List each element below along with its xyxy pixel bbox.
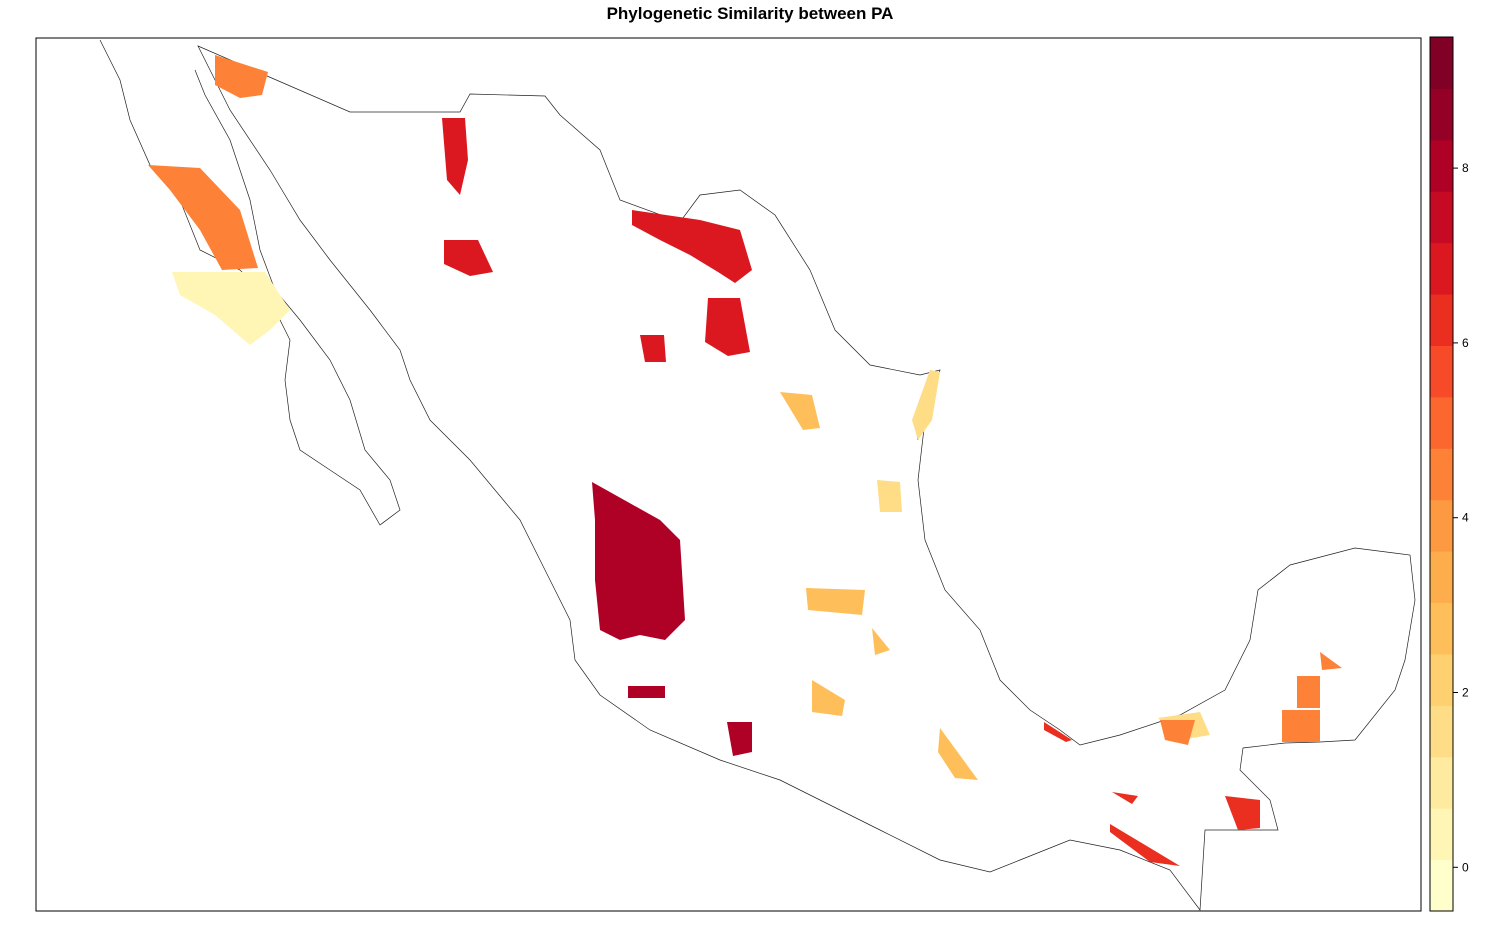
colorbar-swatch: [1430, 294, 1453, 346]
colorbar-tick-label: 0: [1462, 860, 1469, 874]
sierra-madre-occidental-patch: [592, 482, 752, 756]
colorbar-swatch: [1430, 396, 1453, 449]
baja-norte-northwest-patch: [215, 55, 268, 98]
map-frame: [35, 37, 1422, 912]
colorbar-tick-label: 2: [1462, 686, 1469, 700]
colorbar: 0 2 4 6 8: [1429, 36, 1469, 912]
colorbar-swatch: [1430, 859, 1453, 912]
chihuahua-north-patch: [442, 118, 666, 362]
colorbar-tick-label: 8: [1462, 161, 1469, 175]
chiapas-patch: [1044, 722, 1260, 866]
mexico-mainland-outline: [197, 45, 1416, 911]
colorbar-swatch: [1430, 37, 1453, 89]
colorbar-frame: [1429, 36, 1454, 912]
colorbar-swatch: [1430, 602, 1453, 655]
colorbar-swatch: [1430, 242, 1453, 295]
baja-california-outline: [99, 39, 401, 526]
colorbar-swatch: [1430, 499, 1453, 552]
colorbar-swatch: [1430, 808, 1453, 861]
colorbar-swatch: [1430, 345, 1453, 398]
patches-layer: [148, 55, 1342, 866]
colorbar-swatch: [1430, 88, 1453, 141]
baja-sierra-patch: [148, 165, 258, 270]
colorbar-swatch: [1430, 191, 1453, 244]
coahuila-patch: [632, 210, 752, 356]
colorbar-tick-label: 6: [1462, 336, 1469, 350]
map-title: Phylogenetic Similarity between PA: [606, 4, 894, 23]
colorbar-swatch: [1430, 653, 1453, 706]
colorbar-swatch: [1430, 448, 1453, 501]
yucatan-patch: [1160, 652, 1342, 745]
colorbar-swatch: [1430, 139, 1453, 192]
vizcaino-patch: [172, 272, 290, 345]
colorbar-swatch: [1430, 551, 1453, 604]
colorbar-tick-label: 4: [1462, 511, 1469, 525]
colorbar-swatch: [1430, 756, 1453, 809]
colorbar-swatch: [1430, 705, 1453, 758]
